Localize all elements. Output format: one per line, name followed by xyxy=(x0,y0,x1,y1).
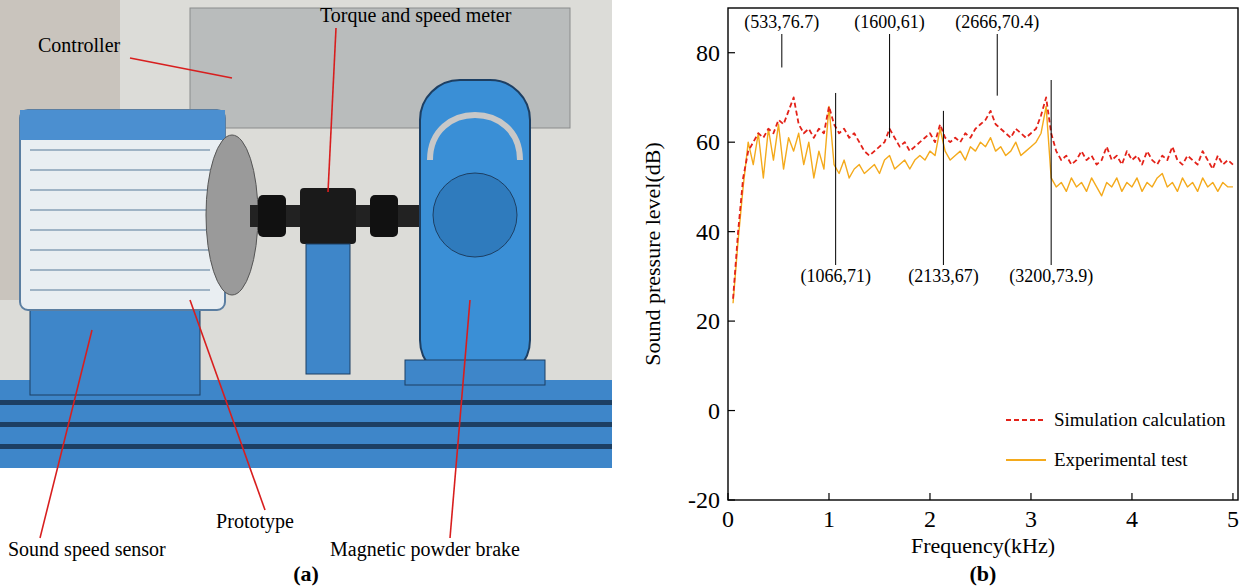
brake-hub xyxy=(433,173,517,257)
y-tick-label: 20 xyxy=(696,308,720,334)
legend-swatch xyxy=(1006,459,1046,461)
prototype-motor xyxy=(20,110,225,310)
bench-slot xyxy=(0,422,612,427)
series-line xyxy=(733,97,1233,298)
y-tick xyxy=(728,142,735,143)
setup-label: Magnetic powder brake xyxy=(330,538,520,561)
x-tick-label: 1 xyxy=(823,506,835,532)
x-tick xyxy=(1030,493,1031,500)
motor-fin xyxy=(30,249,210,251)
y-tick-label: -20 xyxy=(688,487,720,513)
motor-fin xyxy=(30,269,210,271)
legend-swatch xyxy=(1006,419,1046,421)
x-tick xyxy=(1131,493,1132,500)
y-tick-label: 80 xyxy=(696,40,720,66)
annotation-label: (2133,67) xyxy=(908,266,979,287)
bench-slot xyxy=(0,444,612,449)
panel-label: (b) xyxy=(970,561,997,586)
annotation-label: (3200,73.9) xyxy=(1009,266,1093,287)
leader-line xyxy=(190,300,265,510)
setup-panel xyxy=(0,0,612,468)
x-tick xyxy=(828,493,829,500)
panel-label: (a) xyxy=(293,561,319,586)
brake-handle xyxy=(430,115,520,160)
motor-fin xyxy=(30,169,210,171)
plot-data xyxy=(733,97,1233,303)
y-tick xyxy=(728,52,735,53)
legend-label: Simulation calculation xyxy=(1054,409,1226,430)
torque-meter-stand xyxy=(306,244,350,374)
motor-fin xyxy=(30,149,210,151)
annotation-leader xyxy=(1051,80,1052,265)
y-tick-label: 0 xyxy=(708,398,720,424)
bench-slot xyxy=(0,400,612,405)
setup-label: Torque and speed meter xyxy=(320,4,512,27)
annotation-label: (2666,70.4) xyxy=(955,12,1039,33)
motor-top xyxy=(20,110,225,140)
setup-label: Prototype xyxy=(216,510,294,533)
coupling xyxy=(258,195,286,237)
x-tick-label: 3 xyxy=(1025,506,1037,532)
annotation-label: (1066,71) xyxy=(800,266,871,287)
leader-line xyxy=(328,28,336,192)
motor-fin xyxy=(30,229,210,231)
x-tick-label: 2 xyxy=(924,506,936,532)
x-tick-label: 4 xyxy=(1126,506,1138,532)
leader-line xyxy=(40,330,92,538)
setup-label: Controller xyxy=(38,34,121,56)
y-tick-label: 60 xyxy=(696,129,720,155)
x-tick xyxy=(929,493,930,500)
chart-panel: 012345-20020406080Frequency(kHz)Sound pr… xyxy=(640,8,1239,586)
y-tick xyxy=(728,231,735,232)
x-tick-label: 5 xyxy=(1227,506,1239,532)
legend-label: Experimental test xyxy=(1054,449,1188,470)
annotation-leader xyxy=(997,34,998,96)
legend: Simulation calculation Experimental test xyxy=(1006,409,1226,470)
brake-base xyxy=(405,360,545,385)
magnetic-powder-brake xyxy=(420,80,530,380)
motor-fin xyxy=(30,289,210,291)
annotation-leader xyxy=(943,111,944,265)
motor-fin xyxy=(30,209,210,211)
annotation-leader xyxy=(889,34,890,138)
coupling xyxy=(370,195,398,237)
y-tick xyxy=(728,410,735,411)
photo-background xyxy=(0,0,612,468)
series-line xyxy=(733,106,1233,303)
annotation-label: (1600,61) xyxy=(854,12,925,33)
y-axis-title: Sound pressure level(dB) xyxy=(640,142,665,366)
leader-line xyxy=(130,58,232,78)
y-tick-label: 40 xyxy=(696,219,720,245)
x-axis-title: Frequency(kHz) xyxy=(911,533,1055,558)
annotation-label: (533,76.7) xyxy=(744,12,819,33)
x-tick-label: 0 xyxy=(722,506,734,532)
setup-label: Sound speed sensor xyxy=(8,538,166,561)
annotation-leader xyxy=(835,93,836,265)
figure: Controller Torque and speed meter Prototyp… xyxy=(0,0,1250,586)
torque-meter xyxy=(300,188,356,244)
plot-frame xyxy=(728,8,1238,500)
annotation-leader xyxy=(781,34,782,67)
x-tick xyxy=(1232,493,1233,500)
y-tick xyxy=(728,320,735,321)
motor-fin xyxy=(30,189,210,191)
leader-line xyxy=(450,300,470,538)
motor-base xyxy=(30,300,200,395)
